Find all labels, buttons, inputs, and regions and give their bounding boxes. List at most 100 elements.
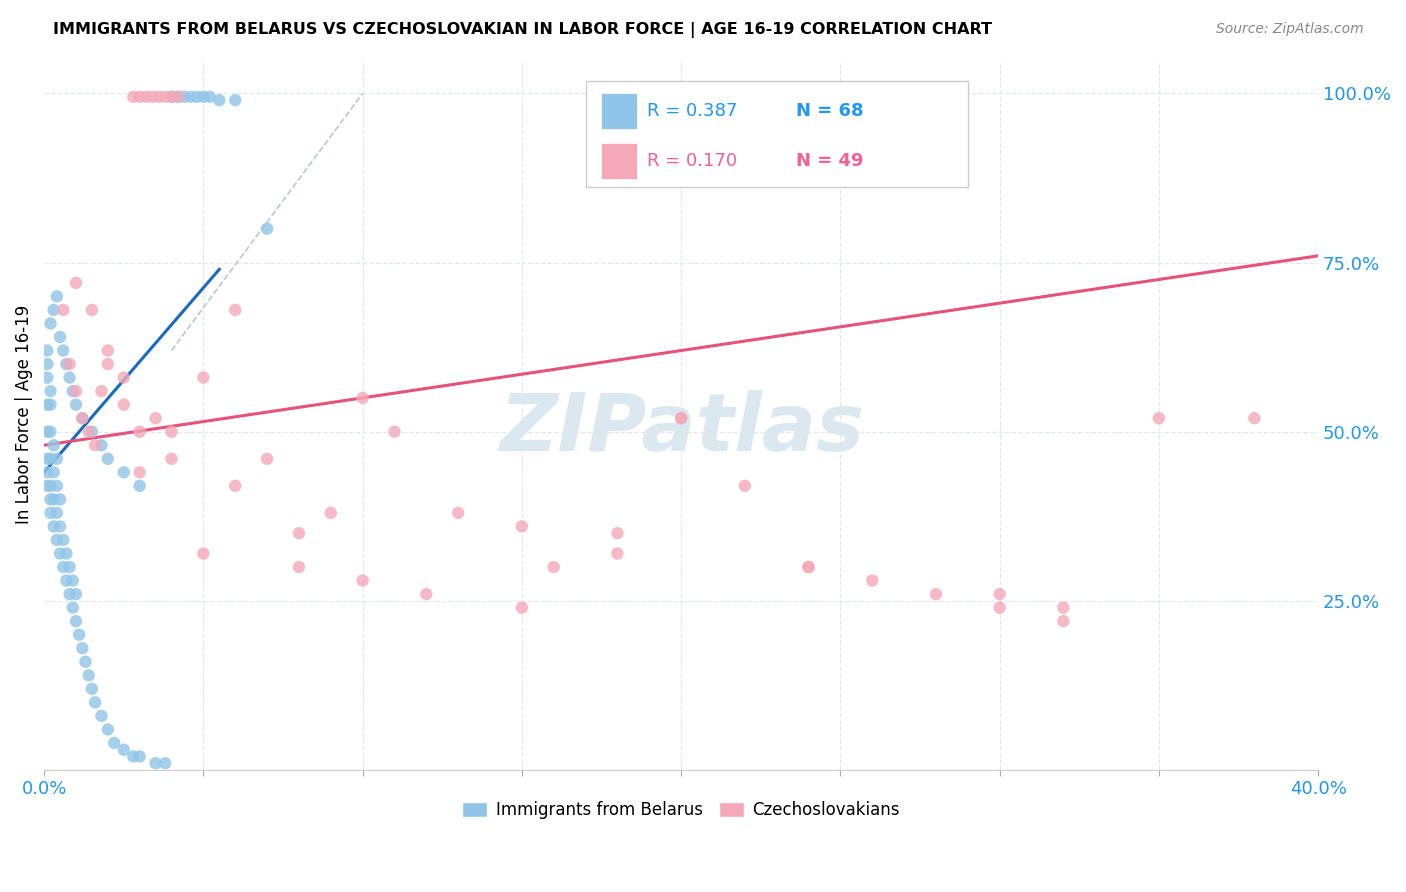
- Point: [128, 465, 150, 479]
- Point: [62, 600, 84, 615]
- FancyBboxPatch shape: [600, 94, 637, 128]
- Point: [160, 451, 183, 466]
- Point: [122, 749, 145, 764]
- Y-axis label: In Labor Force | Age 16-19: In Labor Force | Age 16-19: [15, 305, 32, 524]
- Point: [39, 398, 62, 412]
- Text: N = 49: N = 49: [796, 153, 863, 170]
- Point: [128, 479, 150, 493]
- Point: [45, 479, 67, 493]
- Point: [49, 330, 72, 344]
- Point: [65, 614, 87, 628]
- Point: [72, 411, 94, 425]
- Point: [734, 479, 756, 493]
- Point: [112, 742, 135, 756]
- Point: [97, 451, 120, 466]
- Point: [224, 479, 246, 493]
- Point: [112, 465, 135, 479]
- Point: [1243, 411, 1265, 425]
- Point: [45, 451, 67, 466]
- Point: [288, 560, 311, 574]
- Point: [128, 425, 150, 439]
- Point: [1052, 600, 1074, 615]
- Point: [65, 276, 87, 290]
- Point: [384, 425, 406, 439]
- Point: [37, 343, 59, 358]
- Point: [256, 451, 278, 466]
- Text: N = 68: N = 68: [796, 102, 863, 120]
- Point: [160, 90, 183, 104]
- Point: [80, 681, 103, 696]
- Point: [319, 506, 342, 520]
- Point: [145, 411, 167, 425]
- Point: [180, 90, 202, 104]
- Point: [37, 357, 59, 371]
- Point: [606, 547, 628, 561]
- Text: R = 0.387: R = 0.387: [647, 102, 737, 120]
- Point: [173, 90, 195, 104]
- Point: [65, 587, 87, 601]
- Point: [193, 370, 215, 384]
- Point: [55, 547, 77, 561]
- Point: [97, 343, 120, 358]
- Point: [77, 425, 100, 439]
- Point: [42, 302, 65, 317]
- Point: [988, 587, 1011, 601]
- Point: [224, 302, 246, 317]
- Point: [90, 709, 112, 723]
- Point: [45, 289, 67, 303]
- Point: [58, 370, 80, 384]
- Point: [288, 526, 311, 541]
- Point: [45, 533, 67, 547]
- Point: [37, 370, 59, 384]
- Point: [510, 600, 533, 615]
- Point: [55, 574, 77, 588]
- Point: [39, 506, 62, 520]
- Point: [67, 628, 90, 642]
- Point: [45, 506, 67, 520]
- Point: [37, 398, 59, 412]
- Point: [90, 438, 112, 452]
- Point: [128, 90, 150, 104]
- Point: [128, 749, 150, 764]
- Point: [1052, 614, 1074, 628]
- Point: [669, 411, 692, 425]
- Point: [606, 526, 628, 541]
- Point: [510, 519, 533, 533]
- Point: [62, 384, 84, 398]
- Point: [39, 451, 62, 466]
- Point: [112, 398, 135, 412]
- Point: [52, 560, 75, 574]
- Point: [39, 384, 62, 398]
- Point: [543, 560, 565, 574]
- Legend: Immigrants from Belarus, Czechoslovakians: Immigrants from Belarus, Czechoslovakian…: [456, 794, 907, 826]
- Point: [988, 600, 1011, 615]
- Point: [42, 438, 65, 452]
- Point: [62, 574, 84, 588]
- Point: [797, 560, 820, 574]
- Point: [65, 384, 87, 398]
- Point: [153, 90, 176, 104]
- Point: [167, 90, 190, 104]
- Point: [77, 668, 100, 682]
- Point: [669, 411, 692, 425]
- Point: [37, 479, 59, 493]
- Point: [39, 317, 62, 331]
- Point: [58, 587, 80, 601]
- Point: [153, 756, 176, 771]
- Point: [352, 391, 374, 405]
- Point: [52, 533, 75, 547]
- Point: [75, 655, 97, 669]
- Point: [193, 90, 215, 104]
- Point: [55, 357, 77, 371]
- Point: [58, 357, 80, 371]
- Point: [193, 547, 215, 561]
- Point: [49, 547, 72, 561]
- Point: [112, 370, 135, 384]
- FancyBboxPatch shape: [585, 81, 967, 187]
- Point: [167, 90, 190, 104]
- Point: [97, 723, 120, 737]
- Point: [145, 756, 167, 771]
- Point: [135, 90, 157, 104]
- Point: [39, 479, 62, 493]
- Text: Source: ZipAtlas.com: Source: ZipAtlas.com: [1216, 22, 1364, 37]
